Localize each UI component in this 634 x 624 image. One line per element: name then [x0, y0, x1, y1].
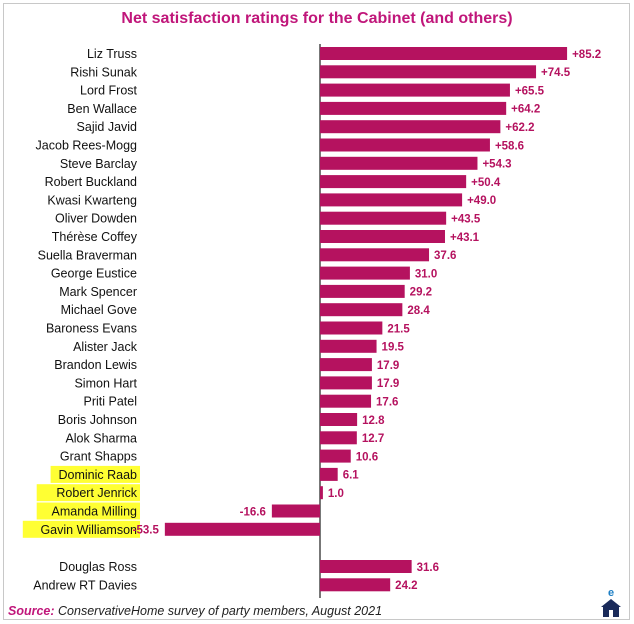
value-label: -53.5	[133, 525, 160, 537]
bar	[320, 120, 501, 134]
value-label: 1.0	[328, 488, 344, 500]
category-label: Suella Braverman	[38, 248, 137, 262]
chart-frame	[3, 3, 630, 620]
bar	[320, 321, 383, 335]
value-label: +54.3	[482, 159, 511, 171]
value-label: 12.7	[362, 433, 384, 445]
logo-letter: e	[608, 587, 614, 599]
chart-title: Net satisfaction ratings for the Cabinet…	[121, 10, 513, 27]
bar	[320, 413, 358, 426]
bar	[320, 138, 490, 152]
category-label: Priti Patel	[84, 395, 138, 409]
value-label: 21.5	[387, 323, 410, 335]
category-label: Rishi Sunak	[70, 65, 137, 79]
bar	[271, 504, 320, 518]
category-label: Amanda Milling	[52, 505, 138, 519]
bar	[320, 303, 403, 317]
value-label: +85.2	[572, 49, 601, 61]
value-label: 17.6	[376, 397, 398, 409]
bar	[320, 211, 447, 225]
category-label: Brandon Lewis	[54, 358, 137, 372]
bar	[320, 83, 510, 97]
bar	[320, 266, 410, 280]
category-label: Kwasi Kwarteng	[47, 193, 137, 207]
value-label: 17.9	[377, 378, 399, 390]
value-label: +43.5	[451, 214, 481, 226]
bar	[320, 284, 405, 298]
category-label: Sajid Javid	[77, 120, 137, 134]
category-highlight	[36, 502, 141, 520]
source-label: Source:	[8, 604, 55, 618]
bar	[320, 486, 323, 500]
value-label: 24.2	[395, 580, 417, 592]
bar	[320, 175, 467, 189]
bar	[320, 394, 372, 408]
category-highlight	[36, 484, 141, 502]
category-label: Gavin Williamson	[40, 523, 137, 537]
category-label: Alok Sharma	[65, 431, 137, 445]
bar	[320, 358, 372, 372]
bar	[320, 248, 430, 262]
house-logo-icon: e	[601, 587, 621, 617]
value-label: 19.5	[382, 342, 405, 354]
value-label: -16.6	[240, 506, 266, 518]
value-label: 6.1	[343, 470, 360, 482]
category-label: Ben Wallace	[67, 102, 137, 116]
bar	[320, 47, 568, 60]
value-label: +43.1	[450, 232, 480, 244]
value-label: +50.4	[471, 177, 501, 189]
category-label: Baroness Evans	[46, 322, 137, 336]
category-highlight	[50, 465, 140, 483]
value-label: +62.2	[505, 122, 534, 134]
value-label: 31.6	[417, 562, 439, 574]
category-label: Robert Buckland	[45, 175, 137, 189]
category-label: Alister Jack	[73, 340, 138, 354]
category-label: Robert Jenrick	[56, 486, 137, 500]
value-label: 10.6	[356, 451, 378, 463]
value-label: 12.8	[362, 415, 385, 427]
category-label: Grant Shapps	[60, 450, 137, 464]
bar	[320, 578, 391, 592]
bar	[320, 431, 357, 445]
bar	[164, 522, 320, 536]
category-label: Thérèse Coffey	[52, 230, 138, 244]
category-label: Michael Gove	[61, 303, 137, 317]
value-label: +58.6	[495, 140, 524, 152]
bar	[320, 65, 537, 79]
value-label: +74.5	[541, 67, 571, 79]
value-label: 31.0	[415, 268, 437, 280]
bar	[320, 339, 377, 353]
category-label: Andrew RT Davies	[33, 578, 137, 592]
category-label: Oliver Dowden	[55, 212, 137, 226]
source-line: Source: ConservativeHome survey of party…	[8, 604, 382, 618]
bar	[320, 449, 351, 463]
category-label: Simon Hart	[74, 376, 137, 390]
value-label: +65.5	[515, 85, 545, 97]
category-label: Douglas Ross	[59, 560, 137, 574]
bar	[320, 230, 445, 243]
category-label: George Eustice	[51, 267, 137, 281]
category-label: Dominic Raab	[58, 468, 137, 482]
value-label: 37.6	[434, 250, 456, 262]
bar	[320, 376, 372, 390]
value-label: +64.2	[511, 104, 540, 116]
value-label: 28.4	[407, 305, 430, 317]
category-label: Steve Barclay	[60, 157, 138, 171]
category-highlight	[22, 520, 140, 538]
category-label: Mark Spencer	[59, 285, 137, 299]
category-label: Lord Frost	[80, 84, 137, 98]
bar	[320, 193, 463, 207]
bar	[320, 156, 478, 170]
bar	[320, 560, 412, 573]
source-text: ConservativeHome survey of party members…	[58, 604, 383, 618]
value-label: 17.9	[377, 360, 399, 372]
category-label: Jacob Rees-Mogg	[36, 139, 137, 153]
category-label: Liz Truss	[87, 47, 137, 61]
value-label: +49.0	[467, 195, 496, 207]
bar	[320, 101, 507, 115]
bar	[320, 467, 338, 481]
category-label: Boris Johnson	[58, 413, 137, 427]
value-label: 29.2	[410, 287, 432, 299]
